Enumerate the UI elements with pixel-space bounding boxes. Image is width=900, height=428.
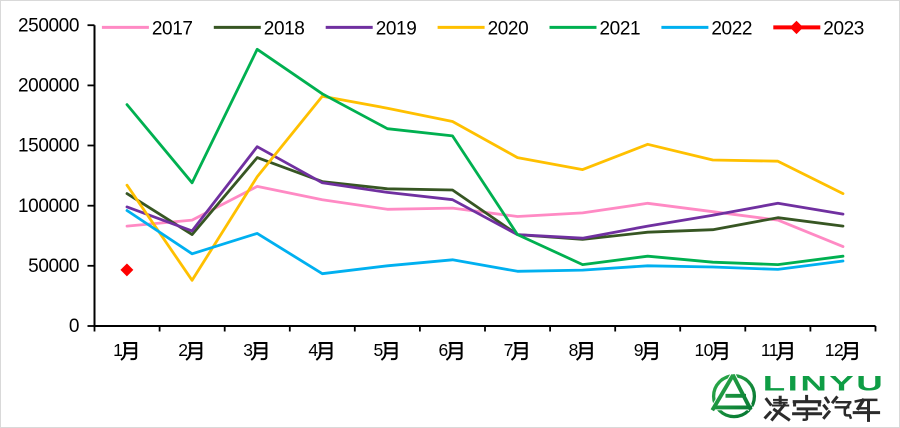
- svg-text:0: 0: [69, 316, 79, 337]
- svg-text:100000: 100000: [18, 196, 79, 217]
- svg-text:2: 2: [178, 340, 187, 360]
- svg-text:4: 4: [308, 340, 318, 360]
- svg-text:2022: 2022: [711, 18, 752, 39]
- svg-text:7: 7: [504, 340, 513, 360]
- svg-text:2021: 2021: [600, 18, 641, 39]
- svg-text:9: 9: [634, 340, 643, 360]
- svg-text:2020: 2020: [488, 18, 529, 39]
- svg-text:12: 12: [825, 340, 843, 360]
- svg-text:1: 1: [113, 340, 122, 360]
- svg-text:3: 3: [243, 340, 252, 360]
- svg-text:11: 11: [761, 340, 778, 360]
- svg-text:250000: 250000: [18, 15, 79, 36]
- svg-text:2017: 2017: [152, 18, 193, 39]
- svg-text:5: 5: [373, 340, 382, 360]
- svg-text:2019: 2019: [376, 18, 417, 39]
- svg-text:6: 6: [439, 340, 448, 360]
- svg-text:50000: 50000: [28, 256, 79, 277]
- svg-text:2018: 2018: [264, 18, 305, 39]
- svg-text:150000: 150000: [18, 136, 79, 157]
- svg-text:8: 8: [569, 340, 578, 360]
- svg-text:10: 10: [695, 340, 714, 360]
- svg-text:LINYU: LINYU: [763, 372, 885, 395]
- svg-text:200000: 200000: [18, 76, 79, 97]
- svg-text:2023: 2023: [823, 18, 864, 39]
